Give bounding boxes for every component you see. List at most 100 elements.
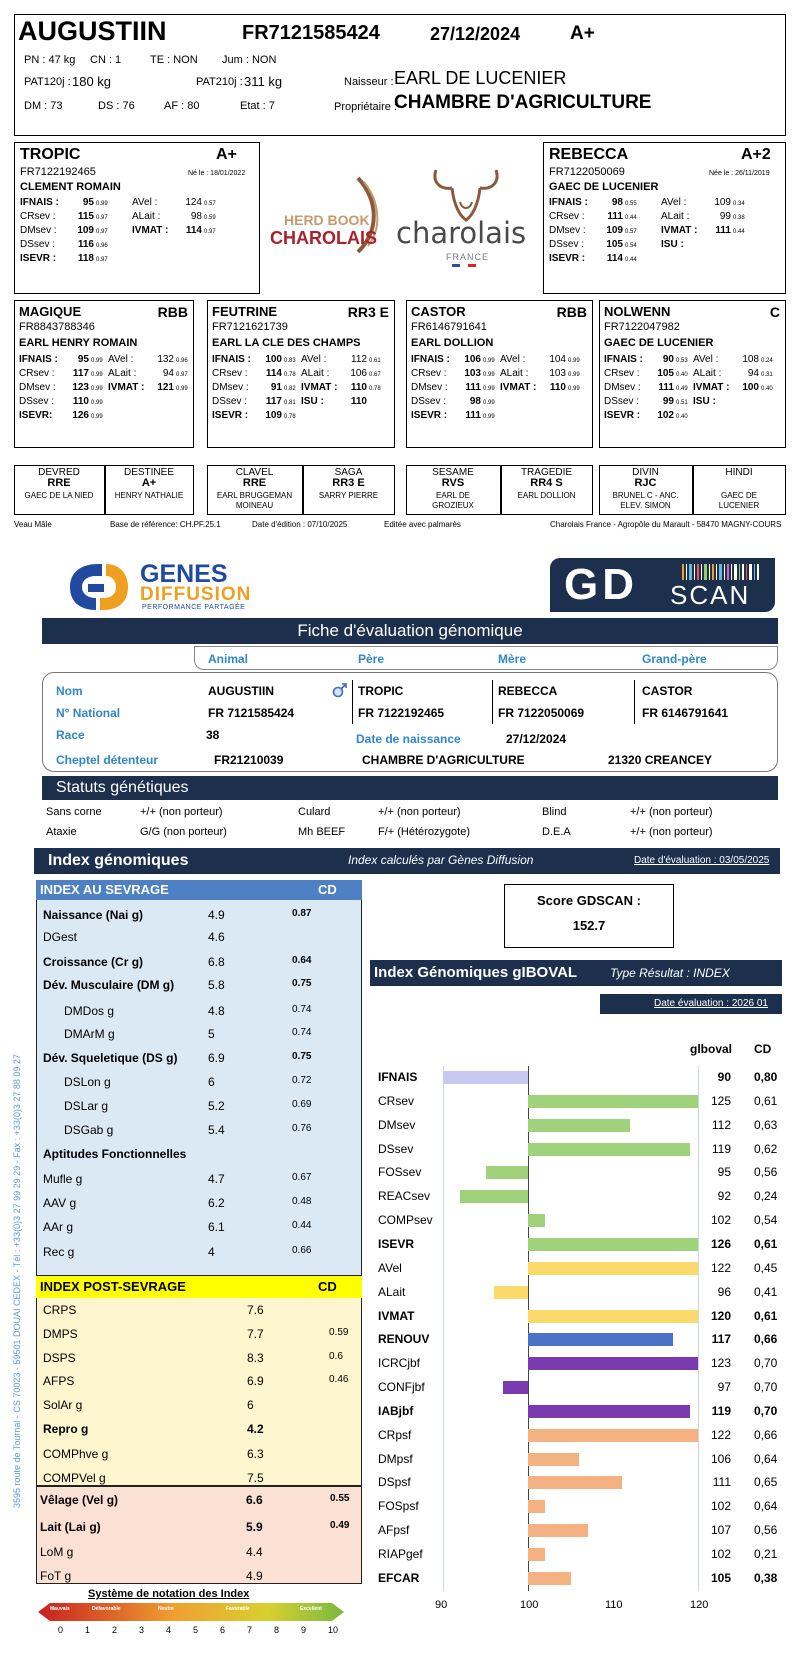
index-value: 111 <box>465 382 481 393</box>
index-value: 121 <box>157 382 174 393</box>
notation-tick: 7 <box>247 1625 253 1635</box>
index-label: AVel : <box>693 354 719 365</box>
post-sevrage-cd-label: CD <box>318 1279 337 1294</box>
ggp-owner: HENRY NATHALIE <box>114 491 184 500</box>
grandparent-name: CASTOR <box>411 304 466 319</box>
index-label: ALait : <box>693 368 722 379</box>
cheptel-value: FR21210039 <box>214 753 284 767</box>
score-box: Score GDSCAN : 152.7 <box>504 884 674 948</box>
index-value: 109 <box>77 225 94 236</box>
glboval-bar <box>528 1214 545 1228</box>
index-value: 103 <box>549 368 566 379</box>
ggp-name: SAGA <box>334 467 363 478</box>
parent-index-row: IVMAT : 114 0.97 <box>132 225 216 236</box>
notation-scale-arrow <box>38 1603 344 1621</box>
ggp-owner-2: GROZIEUX <box>432 501 474 510</box>
gp-index-row: AVel : 104 0.99 <box>500 354 580 365</box>
bar-cd-label: 0,66 <box>754 1427 778 1442</box>
animal-birth-date: 27/12/2024 <box>430 24 521 44</box>
gd-logo-text: GD <box>564 560 638 609</box>
notation-tick: 1 <box>85 1625 91 1635</box>
glboval-row: DSpsf 111 0,65 <box>0 1471 800 1494</box>
great-grandparent-cell: CLAVEL RRE EARL BRUGGEMAN MOINEAU <box>207 468 302 511</box>
index-value: 91 <box>270 382 282 393</box>
bar-value-label: 106 <box>710 1451 731 1466</box>
glboval-row: AVel 122 0,45 <box>0 1257 800 1280</box>
footer-sex: Veau Mâle <box>14 520 52 529</box>
gp-index-row: ALait : 106 0.67 <box>301 368 381 379</box>
post-row-label: COMPhve g <box>43 1447 109 1461</box>
sevrage-row-label: DMDos g <box>64 1004 115 1018</box>
index-cd: 0.31 <box>761 372 773 378</box>
bar-category-label: DSpsf <box>378 1475 411 1490</box>
tab-grand-pere[interactable]: Grand-père <box>642 652 707 666</box>
maternal-row-cd: 0.49 <box>330 1520 350 1531</box>
ggp-divider-1 <box>104 465 106 515</box>
glboval-row: ISEVR 126 0,61 <box>0 1233 800 1256</box>
animal-pat210-label: PAT210j : <box>196 76 243 88</box>
parent-index-row: ISEVR : 114 0.44 <box>549 253 637 264</box>
nom-label: Nom <box>56 684 83 698</box>
index-cd: 0.24 <box>761 358 773 364</box>
bar-value-label: 107 <box>710 1523 731 1538</box>
glboval-bar <box>528 1142 690 1156</box>
bar-category-label: FOSpsf <box>378 1499 419 1514</box>
gp-index-row: AVel : 108 0.24 <box>693 354 773 365</box>
tab-animal[interactable]: Animal <box>208 652 249 666</box>
statut-cell: Mh BEEF <box>298 826 346 838</box>
index-label: DSsev : <box>19 396 55 407</box>
glboval-row: CONFjbf 97 0,70 <box>0 1376 800 1399</box>
grand-pere-name: CASTOR <box>642 684 693 698</box>
parent-index-row: AVel : 109 0.34 <box>661 197 745 208</box>
parent-id: FR7122050069 <box>549 166 625 178</box>
bull-head-icon <box>433 169 499 222</box>
parent-birth: Née le : 26/11/2019 <box>709 170 770 177</box>
glboval-bar <box>528 1524 588 1538</box>
index-label: IFNAIS : <box>604 354 643 365</box>
animal-pat120-label: PAT120j : <box>24 76 71 88</box>
index-label: AVel : <box>500 354 526 365</box>
herdbook-text-1: HERD BOOK <box>284 212 370 228</box>
fiche-title: Fiche d'évaluation génomique <box>297 621 523 640</box>
bar-value-label: 102 <box>710 1213 731 1228</box>
sevrage-row: AAV g 6.2 0.48 <box>43 1196 343 1210</box>
glboval-bar <box>528 1428 698 1442</box>
statuts-title: Statuts génétiques <box>56 779 189 796</box>
index-value: 123 <box>72 382 89 393</box>
maternal-row-label: FoT g <box>40 1569 72 1583</box>
great-grandparent-cell: HINDI GAEC DE LUCENIER <box>692 468 786 511</box>
index-label: IFNAIS : <box>212 354 251 365</box>
glboval-row: IFNAIS 90 0,80 <box>0 1066 800 1089</box>
maternal-row-label: LoM g <box>40 1545 74 1559</box>
animal-dm: DM : 73 <box>24 100 63 112</box>
chart-axis-left <box>443 1066 444 1591</box>
index-label: DMsev : <box>411 382 448 393</box>
parent-owner: GAEC DE LUCENIER <box>549 181 659 193</box>
sevrage-row-value: 6 <box>208 1075 215 1089</box>
index-cd: 0.96 <box>176 358 188 364</box>
bar-value-label: 125 <box>710 1093 731 1108</box>
notation-tick: 3 <box>139 1625 145 1635</box>
gp-index-row: ISU : <box>693 396 761 407</box>
glboval-bar <box>528 1333 673 1347</box>
glboval-row: DSsev 119 0,62 <box>0 1138 800 1161</box>
post-row-cd: 0.59 <box>329 1327 349 1338</box>
gdscan-logo: GD SCAN <box>550 558 775 612</box>
index-cd: 0.53 <box>676 358 688 364</box>
index-label: IVMAT : <box>108 382 145 393</box>
sevrage-row: Rec g 4 0.66 <box>43 1245 343 1259</box>
great-grandparent-cell: TRAGEDIE RR4 S EARL DOLLION <box>500 468 593 501</box>
post-sevrage-row: SolAr g 6 <box>43 1398 343 1412</box>
glboval-row: RIAPgef 102 0,21 <box>0 1543 800 1566</box>
pere-name: TROPIC <box>358 684 404 698</box>
index-cd: 0.82 <box>284 386 296 392</box>
bar-value-label: 119 <box>711 1141 731 1156</box>
bar-cd-label: 0,56 <box>754 1165 778 1180</box>
index-value: 94 <box>162 368 174 379</box>
naisseur-value: EARL DE LUCENIER <box>394 68 567 88</box>
sevrage-row-cd: 0.75 <box>292 978 312 989</box>
bar-category-label: DMpsf <box>378 1451 413 1466</box>
tab-mere[interactable]: Mère <box>498 652 527 666</box>
index-value: 114 <box>185 225 202 236</box>
tab-pere[interactable]: Père <box>358 652 385 666</box>
